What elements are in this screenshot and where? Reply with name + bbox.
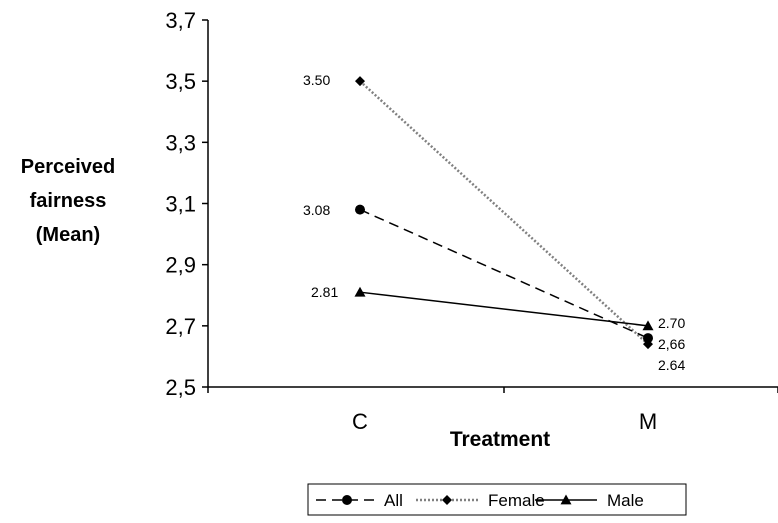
series-male: [354, 286, 654, 331]
data-point: [355, 204, 365, 215]
y-tick-labels: 2,5 2,7 2,9 3,1 3,3 3,5 3,7: [165, 8, 196, 400]
legend-label: Female: [488, 491, 545, 510]
y-tick-label: 3,7: [165, 8, 196, 33]
series-line: [359, 80, 649, 346]
y-tick-label: 3,1: [165, 192, 196, 217]
legend-marker: [560, 494, 572, 505]
y-tick-label: 3,5: [165, 69, 196, 94]
data-point: [355, 76, 365, 87]
legend-item-female: Female: [416, 491, 545, 510]
y-axis-label-line: fairness: [30, 190, 107, 212]
y-tick-label: 3,3: [165, 130, 196, 155]
legend: All Female Male: [307, 483, 687, 516]
series-group: [354, 76, 654, 350]
legend-marker: [442, 495, 452, 505]
x-tick-label: C: [352, 409, 368, 434]
legend-label: Male: [607, 491, 644, 510]
series-line: [359, 291, 649, 327]
data-labels: 3.08 2,66 3.50 2.64 2.81 2.70: [303, 72, 685, 373]
x-tick-label: M: [639, 409, 657, 434]
x-axis-label: Treatment: [450, 428, 550, 451]
data-point: [643, 333, 653, 344]
series-line: [359, 208, 649, 339]
legend-item-all: All: [316, 491, 403, 510]
legend-marker: [342, 495, 352, 505]
data-label: 2,66: [658, 336, 685, 352]
data-label: 2.64: [658, 357, 685, 373]
y-axis-label-line: (Mean): [36, 224, 100, 246]
series-all: [355, 204, 653, 344]
y-tick-label: 2,7: [165, 314, 196, 339]
data-point: [354, 286, 366, 297]
y-axis-label-line: Perceived: [21, 156, 116, 178]
data-label: 2.81: [311, 284, 338, 300]
data-label: 3.50: [303, 72, 330, 88]
legend-label: All: [384, 491, 403, 510]
legend-item-male: Male: [535, 491, 644, 510]
series-female: [355, 76, 653, 350]
data-label: 3.08: [303, 202, 330, 218]
data-point: [642, 320, 654, 331]
y-axis-label: Perceived fairness (Mean): [21, 156, 116, 246]
y-tick-label: 2,9: [165, 253, 196, 278]
data-label: 2.70: [658, 315, 685, 331]
axes: [202, 19, 778, 393]
y-tick-label: 2,5: [165, 375, 196, 400]
